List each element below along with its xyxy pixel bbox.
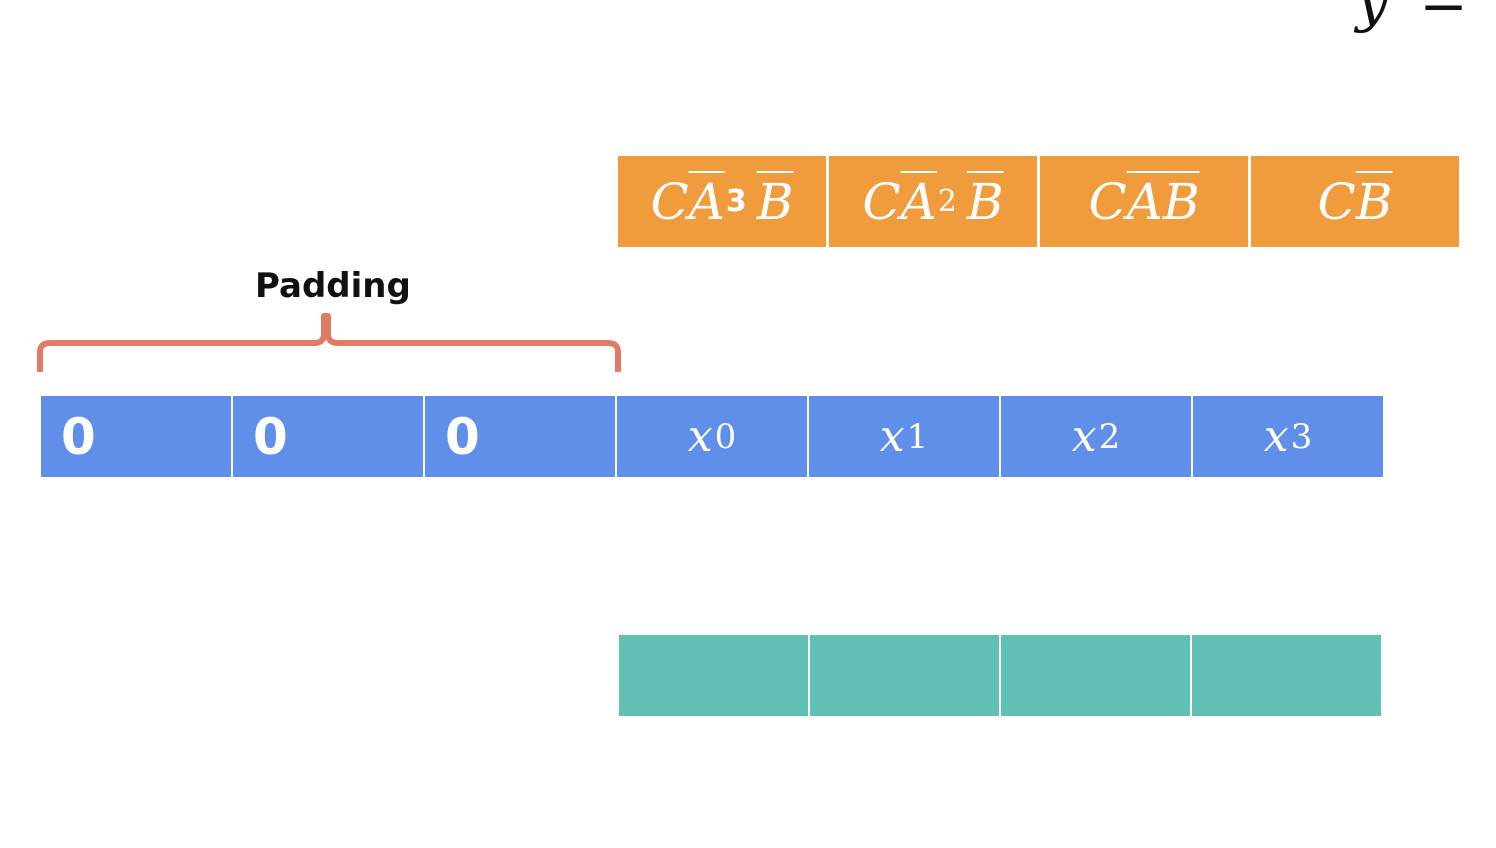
- padding-cell: 0: [41, 396, 231, 477]
- kernel-c: C: [1088, 172, 1127, 231]
- equation-partial: y = x: [1356, 0, 1496, 34]
- output-row: [619, 635, 1381, 716]
- input-subscript: 3: [1290, 416, 1313, 457]
- padding-label: Padding: [255, 266, 411, 306]
- kernel-power: 3: [725, 184, 747, 219]
- padding-cell: 0: [425, 396, 615, 477]
- output-cell-0: [619, 635, 808, 716]
- kernel-b-bar: B: [1162, 172, 1200, 231]
- input-subscript: 1: [906, 416, 929, 457]
- input-subscript: 0: [714, 416, 737, 457]
- kernel-a-bar: A: [1126, 172, 1163, 231]
- input-var: x: [1071, 411, 1097, 462]
- output-cell-2: [1001, 635, 1190, 716]
- kernel-c: C: [650, 172, 689, 231]
- kernel-a-bar: A: [688, 172, 725, 231]
- input-var: x: [687, 411, 713, 462]
- padding-brace: [37, 313, 621, 372]
- kernel-b-bar: B: [756, 172, 794, 231]
- kernel-c: C: [1317, 172, 1356, 231]
- output-cell-3: [1192, 635, 1381, 716]
- padding-cell: 0: [233, 396, 423, 477]
- kernel-c: C: [862, 172, 901, 231]
- input-subscript: 2: [1098, 416, 1121, 457]
- output-cell-1: [810, 635, 999, 716]
- kernel-b-bar: B: [1355, 172, 1393, 231]
- kernel-a-bar: A: [900, 172, 937, 231]
- kernel-power: 2: [937, 184, 957, 219]
- kernel-b-bar: B: [966, 172, 1004, 231]
- input-var: x: [879, 411, 905, 462]
- input-var: x: [1263, 411, 1289, 462]
